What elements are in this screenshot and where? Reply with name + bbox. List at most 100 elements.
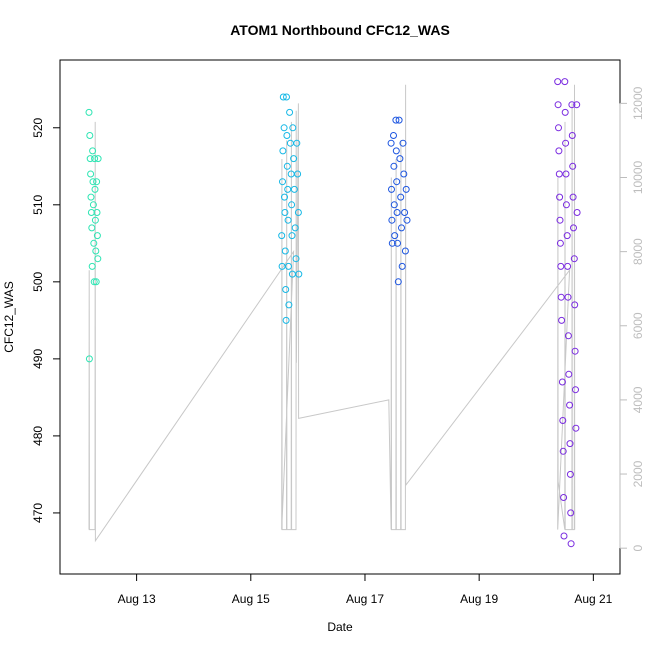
data-point (569, 162, 577, 170)
data-point (560, 494, 568, 501)
data-point (393, 209, 401, 216)
data-point (394, 239, 401, 247)
data-point (562, 170, 570, 178)
data-point (279, 147, 287, 155)
data-point (86, 155, 94, 163)
data-point (90, 278, 98, 286)
data-point (559, 417, 567, 424)
x-tick-label: Aug 19 (460, 592, 498, 606)
data-point (279, 178, 286, 186)
data-point (85, 108, 93, 116)
data-point (89, 201, 97, 209)
y2-series-lines (88, 84, 576, 543)
data-point (573, 101, 581, 109)
data-point (293, 139, 301, 147)
data-point (564, 293, 572, 301)
data-point (91, 216, 99, 224)
data-point (568, 101, 576, 109)
data-point (556, 193, 564, 201)
data-point (401, 209, 409, 216)
y2-tick-label: 0 (631, 545, 645, 552)
data-point (278, 232, 286, 240)
data-point (85, 355, 93, 363)
data-point (391, 232, 399, 240)
y-tick-label: 470 (31, 503, 45, 523)
data-point (92, 278, 100, 286)
y-tick-label: 490 (31, 349, 45, 369)
data-point (562, 139, 570, 147)
data-point (567, 540, 575, 548)
data-point (93, 209, 101, 216)
x-tick-label: Aug 21 (574, 592, 612, 606)
data-point (567, 509, 575, 517)
data-point (91, 185, 99, 193)
data-point (554, 78, 562, 86)
data-point (566, 470, 574, 478)
y2-series-line (88, 84, 576, 543)
y-axis-label: CFC12_WAS (2, 281, 16, 353)
data-point (390, 162, 398, 170)
data-point (295, 270, 303, 278)
data-point (392, 116, 400, 124)
data-point (87, 170, 95, 178)
data-point (93, 178, 101, 186)
data-point (566, 401, 574, 409)
data-point (87, 193, 95, 201)
x-axis: Aug 13 Aug 15 Aug 17 Aug 19 Aug 21 (118, 573, 613, 606)
data-point (569, 193, 577, 201)
data-point (572, 386, 579, 394)
data-point (396, 155, 404, 163)
y2-tick-label: 12000 (631, 86, 645, 120)
data-point (279, 93, 287, 101)
data-point (94, 255, 102, 263)
x-tick-label: Aug 17 (346, 592, 384, 606)
data-point (400, 170, 408, 178)
data-point (285, 262, 292, 270)
data-points (85, 78, 581, 548)
data-point (397, 193, 405, 201)
y-tick-label: 500 (31, 272, 45, 292)
data-point (402, 185, 410, 193)
x-tick-label: Aug 13 (118, 592, 156, 606)
data-point (393, 178, 401, 186)
y-tick-label: 480 (31, 426, 45, 446)
data-point (89, 178, 97, 186)
data-point (289, 124, 297, 132)
data-point (568, 132, 576, 139)
data-point (291, 224, 299, 232)
data-point (288, 201, 296, 209)
data-point (560, 532, 568, 540)
data-point (284, 185, 292, 193)
data-point (281, 247, 289, 255)
data-point (556, 239, 564, 247)
data-point (294, 170, 302, 178)
data-point (555, 170, 563, 178)
data-point (88, 224, 96, 232)
data-point (563, 232, 571, 240)
y2-axis: 0 2000 4000 6000 8000 10000 12000 (619, 86, 645, 552)
y2-tick-label: 2000 (631, 460, 645, 487)
data-point (283, 132, 291, 139)
data-point (282, 286, 290, 293)
data-point (555, 124, 562, 132)
data-point (281, 193, 288, 201)
data-point (283, 93, 290, 101)
data-point (290, 185, 298, 193)
data-point (558, 316, 566, 324)
chart-title: ATOM1 Northbound CFC12_WAS (230, 22, 450, 38)
data-point (283, 162, 291, 170)
data-point (566, 440, 574, 448)
data-point (555, 147, 563, 155)
data-point (285, 301, 293, 309)
data-point (286, 108, 294, 116)
data-point (388, 216, 396, 224)
data-point (571, 347, 579, 355)
data-point (398, 224, 405, 232)
data-point (394, 278, 402, 286)
data-point (561, 78, 569, 86)
data-point (556, 216, 564, 224)
data-point (280, 124, 288, 132)
data-point (282, 316, 290, 324)
data-point (401, 247, 409, 255)
data-point (288, 232, 296, 240)
